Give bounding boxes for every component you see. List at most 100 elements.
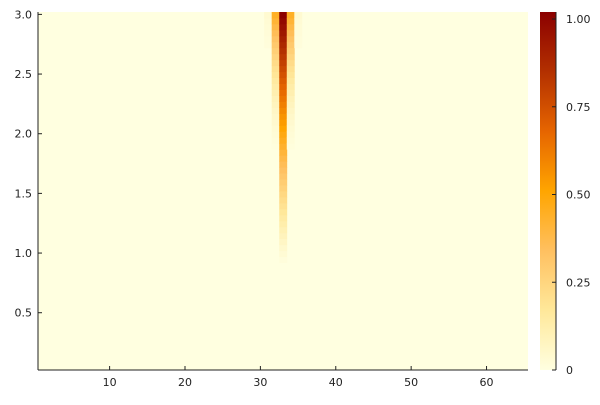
x-tick-label: 20 bbox=[178, 376, 192, 389]
heatmap-cell bbox=[279, 41, 288, 49]
heatmap-cell bbox=[286, 29, 295, 37]
heatmap-cell bbox=[286, 35, 295, 43]
heatmap-cell bbox=[279, 119, 288, 126]
heatmap-cell bbox=[279, 220, 288, 228]
heatmap-cell bbox=[271, 89, 280, 96]
heatmap-cell bbox=[286, 89, 295, 96]
heatmap-cell bbox=[271, 143, 280, 150]
heatmap-cell bbox=[279, 83, 288, 90]
heatmap-cell bbox=[286, 77, 295, 84]
x-tick-label: 10 bbox=[103, 376, 117, 389]
heatmap-cell bbox=[294, 23, 303, 31]
heatmap-cell bbox=[271, 12, 280, 19]
heatmap-cell bbox=[286, 125, 295, 132]
heatmap-cell bbox=[279, 101, 288, 108]
heatmap-cell bbox=[271, 23, 280, 31]
heatmap-cell bbox=[279, 59, 288, 67]
heatmap-cell bbox=[279, 17, 288, 25]
heatmap-cell bbox=[279, 202, 288, 210]
heatmap-cell bbox=[271, 41, 280, 49]
y-tick-label: 3.0 bbox=[15, 8, 33, 21]
heatmap-cell bbox=[279, 107, 288, 114]
heatmap-cell bbox=[286, 107, 295, 114]
heatmap-cell bbox=[286, 101, 295, 108]
heatmap-cell bbox=[279, 232, 288, 240]
heatmap-cell bbox=[286, 12, 295, 19]
y-tick-label: 1.5 bbox=[15, 187, 33, 200]
heatmap-cell bbox=[279, 244, 288, 252]
heatmap-cell bbox=[271, 77, 280, 84]
heatmap-cell bbox=[271, 137, 280, 144]
heatmap-cell bbox=[279, 149, 288, 156]
heatmap-cell bbox=[286, 83, 295, 90]
x-tick-label: 30 bbox=[253, 376, 267, 389]
heatmap-cell bbox=[294, 29, 303, 37]
heatmap-cell bbox=[279, 53, 288, 61]
x-tick-label: 50 bbox=[404, 376, 418, 389]
heatmap-cell bbox=[286, 131, 295, 138]
heatmap-cell bbox=[279, 155, 288, 162]
y-tick-label: 2.0 bbox=[15, 128, 33, 141]
heatmap-cell bbox=[264, 12, 273, 19]
heatmap-cell bbox=[286, 23, 295, 31]
y-ticks: 0.5 1.0 1.5 2.0 2.5 3.0 bbox=[15, 8, 42, 320]
heatmap-cell bbox=[286, 143, 295, 150]
heatmap-cell bbox=[271, 47, 280, 55]
heatmap-cell bbox=[279, 47, 288, 55]
heatmap-cell bbox=[279, 23, 288, 31]
heatmap-cell bbox=[271, 101, 280, 108]
heatmap-cell bbox=[286, 137, 295, 144]
heatmap-cell bbox=[279, 238, 288, 246]
heatmap-cell bbox=[279, 185, 288, 192]
heatmap-cell bbox=[294, 17, 303, 25]
heatmap-cell bbox=[279, 179, 288, 186]
colorbar-gradient bbox=[540, 12, 556, 370]
x-ticks: 10 20 30 40 50 60 bbox=[103, 366, 494, 389]
heatmap-cell bbox=[279, 143, 288, 150]
heatmap-cell bbox=[279, 167, 288, 174]
heatmap-cell bbox=[271, 35, 280, 43]
heatmap-cell bbox=[271, 65, 280, 73]
heatmap-cell bbox=[271, 29, 280, 37]
heatmap-cell bbox=[286, 47, 295, 55]
heatmap-cell bbox=[279, 71, 288, 79]
heatmap-cell bbox=[279, 29, 288, 37]
heatmap-cell bbox=[286, 71, 295, 79]
y-tick-label: 1.0 bbox=[15, 247, 33, 260]
heatmap-cells bbox=[38, 12, 528, 370]
heatmap-cell bbox=[279, 226, 288, 234]
colorbar-tick-label: 0.25 bbox=[566, 276, 591, 289]
heatmap-cell bbox=[271, 113, 280, 120]
colorbar-tick-label: 0.50 bbox=[566, 189, 591, 202]
heatmap-cell bbox=[279, 173, 288, 180]
heatmap-cell bbox=[271, 119, 280, 126]
heatmap-cell bbox=[286, 65, 295, 73]
x-tick-label: 40 bbox=[329, 376, 343, 389]
heatmap-cell bbox=[271, 71, 280, 79]
heatmap-cell bbox=[279, 89, 288, 96]
y-tick-label: 2.5 bbox=[15, 68, 33, 81]
heatmap-cell bbox=[264, 17, 273, 25]
heatmap-cell bbox=[271, 95, 280, 102]
heatmap-cell bbox=[279, 35, 288, 43]
heatmap-cell bbox=[271, 83, 280, 90]
heatmap-cell bbox=[279, 113, 288, 120]
heatmap-cell bbox=[294, 41, 303, 49]
heatmap-cell bbox=[264, 23, 273, 31]
heatmap-cell bbox=[286, 119, 295, 126]
colorbar-tick-label: 0.75 bbox=[566, 101, 591, 114]
heatmap-cell bbox=[271, 125, 280, 132]
heatmap-cell bbox=[279, 131, 288, 138]
heatmap-cell bbox=[264, 41, 273, 49]
colorbar-tick-label: 0 bbox=[566, 364, 573, 377]
heatmap-cell bbox=[271, 131, 280, 138]
heatmap-cell bbox=[279, 95, 288, 102]
heatmap-cell bbox=[279, 208, 288, 216]
heatmap-cell bbox=[264, 29, 273, 37]
y-tick-label: 0.5 bbox=[15, 307, 33, 320]
heatmap-cell bbox=[286, 41, 295, 49]
colorbar-tick-label: 1.00 bbox=[566, 13, 591, 26]
heatmap-cell bbox=[286, 17, 295, 25]
heatmap-cell bbox=[279, 214, 288, 222]
